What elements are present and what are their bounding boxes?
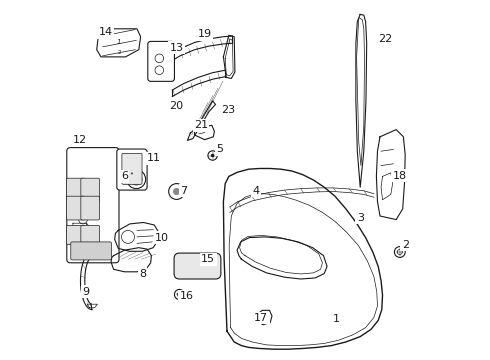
Text: 5: 5: [216, 144, 223, 154]
Text: 23: 23: [220, 105, 235, 115]
Text: 19: 19: [197, 29, 212, 39]
Text: 15: 15: [201, 254, 215, 264]
Circle shape: [211, 154, 215, 157]
Text: 14: 14: [98, 27, 113, 37]
Text: 21: 21: [194, 120, 208, 130]
Text: 8: 8: [139, 269, 146, 279]
FancyBboxPatch shape: [122, 153, 142, 184]
FancyBboxPatch shape: [67, 148, 119, 263]
Text: 16: 16: [180, 291, 194, 301]
FancyBboxPatch shape: [71, 242, 111, 260]
Text: 1: 1: [333, 314, 340, 324]
FancyBboxPatch shape: [67, 225, 85, 244]
FancyBboxPatch shape: [67, 196, 85, 220]
Text: 4: 4: [252, 186, 259, 196]
Text: 12: 12: [73, 135, 86, 145]
Text: 3: 3: [357, 213, 364, 223]
Text: 2: 2: [402, 240, 409, 250]
Text: 11: 11: [147, 153, 161, 163]
Text: 7: 7: [180, 186, 187, 196]
Text: 1: 1: [117, 40, 121, 45]
FancyBboxPatch shape: [81, 196, 99, 220]
Text: 13: 13: [170, 42, 184, 53]
Text: 2: 2: [117, 50, 121, 55]
Text: 6: 6: [121, 171, 128, 181]
Text: 18: 18: [393, 171, 407, 181]
Text: 9: 9: [82, 287, 90, 297]
Text: 10: 10: [155, 233, 169, 243]
FancyBboxPatch shape: [81, 225, 99, 244]
Text: 20: 20: [170, 101, 184, 111]
FancyBboxPatch shape: [148, 41, 174, 81]
FancyBboxPatch shape: [174, 253, 221, 279]
FancyBboxPatch shape: [117, 149, 147, 190]
Text: 17: 17: [254, 313, 268, 323]
FancyBboxPatch shape: [67, 178, 85, 202]
FancyBboxPatch shape: [81, 178, 99, 202]
Circle shape: [173, 188, 180, 195]
Text: 22: 22: [378, 34, 392, 44]
